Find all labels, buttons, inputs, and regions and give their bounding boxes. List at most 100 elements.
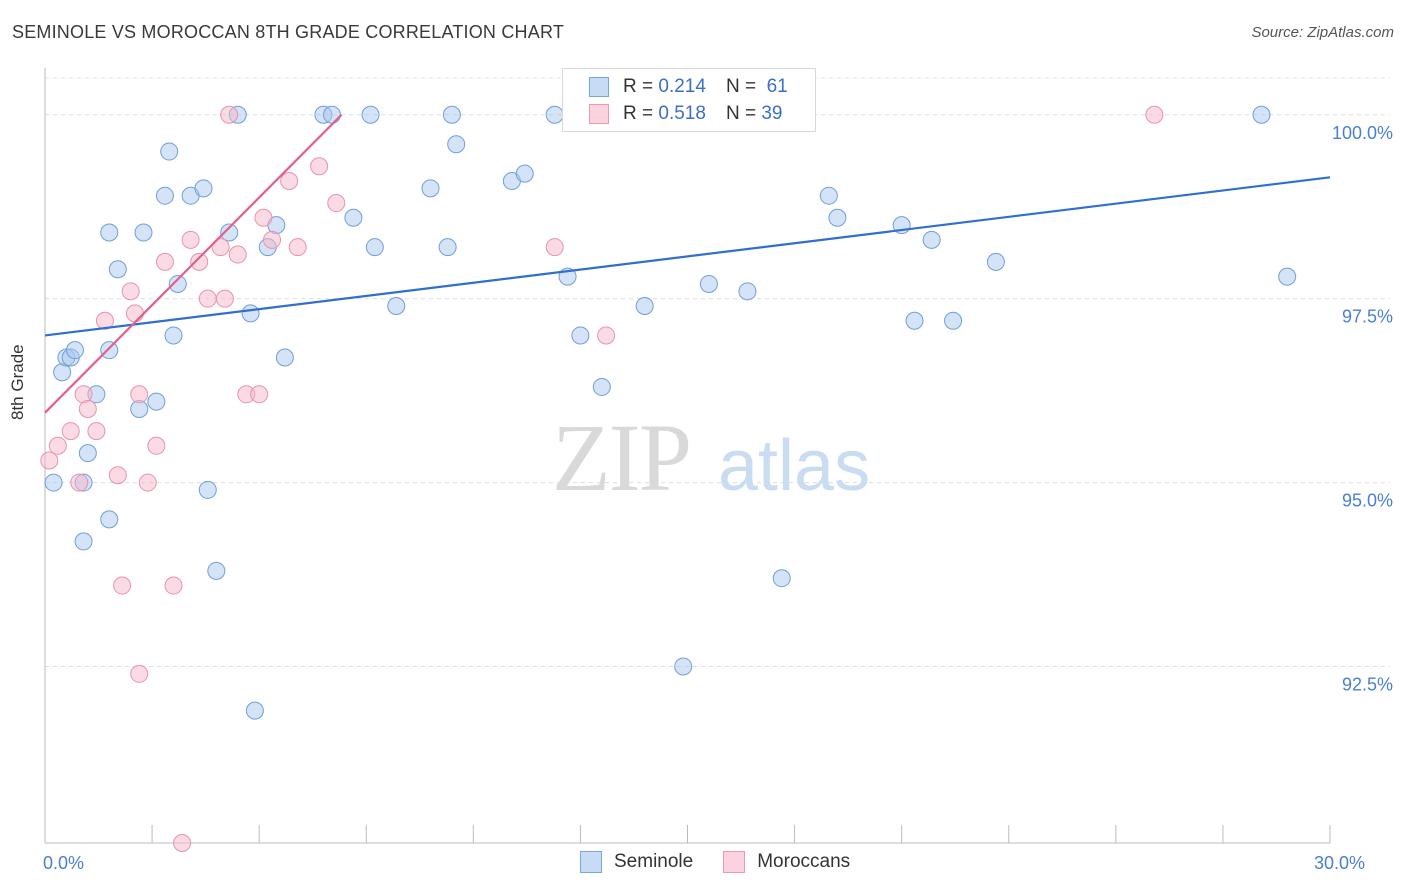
grid-lines: [45, 77, 1390, 667]
data-point: [108, 260, 127, 279]
data-point: [100, 510, 119, 529]
data-point: [819, 186, 838, 205]
data-point: [78, 400, 97, 419]
data-point: [254, 208, 273, 227]
r-label: R =: [623, 103, 654, 124]
data-point: [310, 157, 329, 176]
data-point: [181, 230, 200, 249]
data-point: [241, 304, 260, 323]
x-tick-label: 0.0%: [43, 853, 84, 873]
y-tick-label: 97.5%: [1342, 307, 1393, 327]
data-point: [108, 466, 127, 485]
n-label: N =: [725, 103, 757, 124]
data-point: [280, 171, 299, 190]
data-point: [100, 341, 119, 360]
seminole-swatch: [589, 77, 609, 97]
data-point: [125, 304, 144, 323]
data-point: [592, 377, 611, 396]
data-point: [164, 326, 183, 345]
y-tick-label: 100.0%: [1332, 123, 1393, 143]
data-point: [361, 105, 380, 124]
data-point: [738, 282, 757, 301]
data-point: [147, 392, 166, 411]
legend-item-moroccans: Moroccans: [723, 851, 850, 873]
data-point: [438, 238, 457, 257]
data-point: [944, 311, 963, 330]
data-point: [138, 473, 157, 492]
data-point: [597, 326, 616, 345]
data-point: [48, 436, 67, 455]
data-point: [194, 179, 213, 198]
source-label: Source: ZipAtlas.com: [1251, 24, 1394, 41]
data-point: [155, 186, 174, 205]
y-tick-label: 92.5%: [1342, 674, 1393, 694]
data-point: [164, 576, 183, 595]
watermark: ZIP atlas: [552, 404, 870, 511]
trend-line-seminole: [44, 176, 1331, 337]
stats-row-moroccans: R = 0.518 N = 39: [589, 102, 782, 126]
data-point: [207, 561, 226, 580]
data-point: [121, 282, 140, 301]
data-point: [250, 385, 269, 404]
data-point: [211, 238, 230, 257]
data-point: [263, 230, 282, 249]
data-point: [215, 289, 234, 308]
data-point: [147, 436, 166, 455]
data-point: [130, 385, 149, 404]
data-point: [87, 422, 106, 441]
data-point: [220, 105, 239, 124]
data-point: [387, 297, 406, 316]
data-point: [173, 834, 192, 852]
data-point: [545, 105, 564, 124]
data-point: [70, 473, 89, 492]
data-point: [275, 348, 294, 367]
data-point: [160, 142, 179, 161]
data-point: [986, 252, 1005, 271]
data-point: [515, 164, 534, 183]
watermark-atlas: atlas: [718, 426, 870, 506]
data-point: [228, 245, 247, 264]
y-axis-label: 8th Grade: [8, 344, 27, 420]
data-point: [828, 208, 847, 227]
r-value: 0.214: [658, 76, 706, 97]
moroccans-swatch: [723, 851, 746, 873]
data-point: [327, 194, 346, 213]
data-point: [61, 422, 80, 441]
data-point: [447, 135, 466, 154]
data-point: [95, 311, 114, 330]
stats-legend: R = 0.214 N = 61 R = 0.518 N = 39: [562, 68, 816, 132]
data-point: [905, 311, 924, 330]
data-point: [288, 238, 307, 257]
chart-title: SEMINOLE VS MOROCCAN 8TH GRADE CORRELATI…: [12, 22, 565, 42]
data-point: [155, 252, 174, 271]
data-point: [571, 326, 590, 345]
n-label: N =: [725, 76, 757, 97]
data-point: [44, 473, 63, 492]
legend-label: Moroccans: [757, 851, 851, 872]
data-point: [100, 223, 119, 242]
data-point: [198, 289, 217, 308]
data-point: [130, 664, 149, 683]
data-point: [190, 252, 209, 271]
data-point: [365, 238, 384, 257]
data-point: [198, 480, 217, 499]
y-tick-label: 95.0%: [1342, 491, 1393, 511]
data-point: [922, 230, 941, 249]
data-point: [74, 532, 93, 551]
data-point: [344, 208, 363, 227]
r-value: 0.518: [658, 103, 706, 124]
data-point: [113, 576, 132, 595]
data-points: [40, 105, 1297, 852]
data-point: [699, 274, 718, 293]
moroccans-swatch: [589, 104, 609, 124]
legend-label: Seminole: [614, 851, 694, 872]
watermark-zip: ZIP: [552, 404, 690, 511]
n-value: 39: [761, 103, 783, 124]
r-label: R =: [623, 76, 654, 97]
data-point: [65, 341, 84, 360]
data-point: [421, 179, 440, 198]
trend-line-moroccans: [44, 114, 343, 414]
data-point: [168, 274, 187, 293]
x-tick-label: 30.0%: [1314, 853, 1365, 873]
